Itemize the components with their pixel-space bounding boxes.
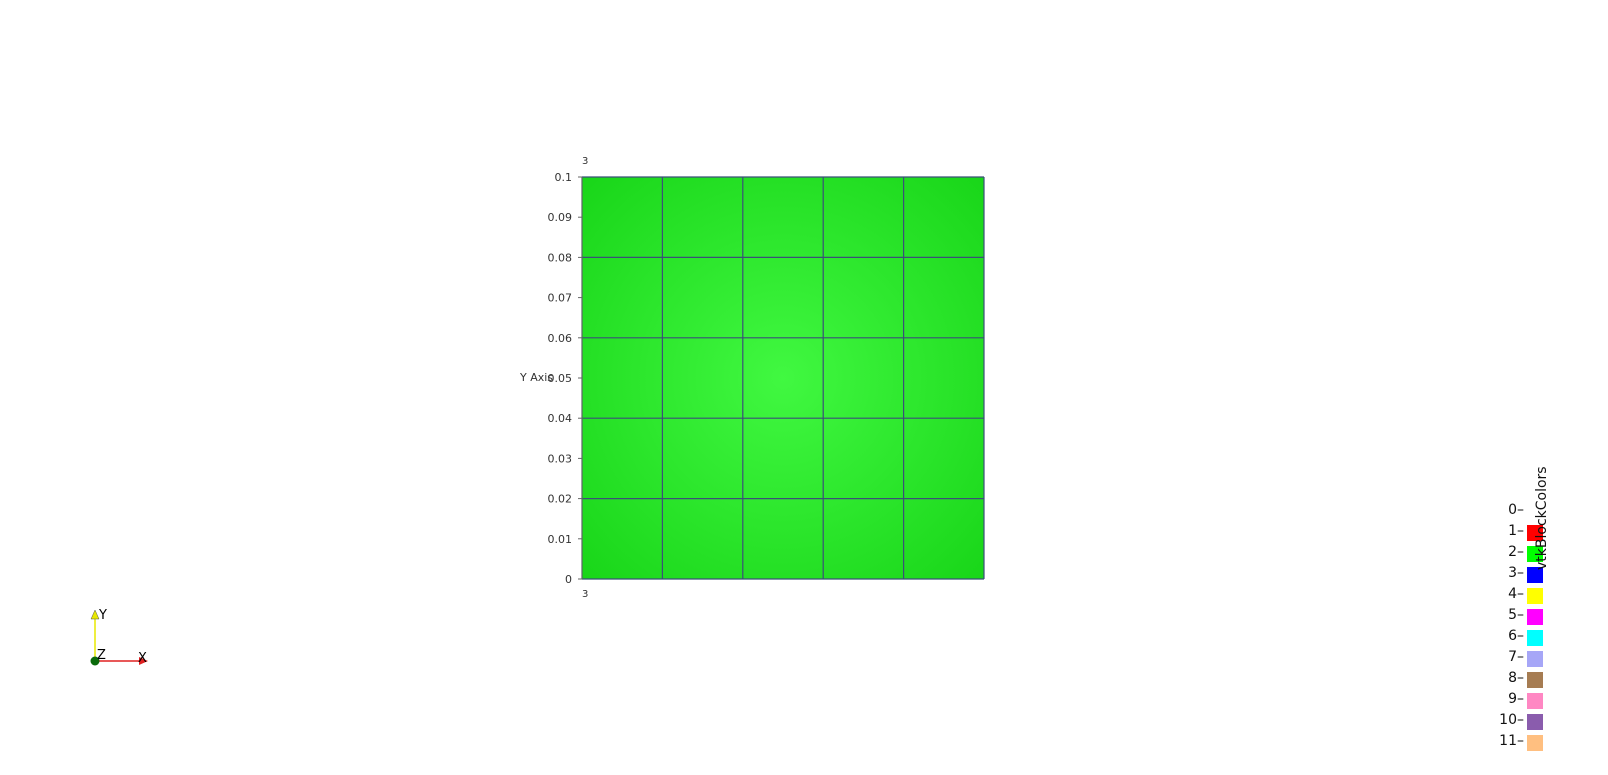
legend-entry: 7– [1508,647,1544,668]
legend-entry: 8– [1508,668,1544,689]
y-tick-label: 0.07 [548,292,573,305]
legend-entry-label: 6– [1508,628,1524,644]
corner-label-top: 3 [582,156,588,167]
legend-color-swatch [1527,588,1543,604]
y-axis-ticks: 0 0.01 0.02 0.03 0.04 0.05 0.06 0.07 0.08 0.09 0.1 [548,171,582,586]
legend-entry: 11– [1499,731,1544,752]
legend-title: vtkBlockColors [1534,466,1550,570]
legend-entry: 3– [1508,563,1544,584]
triad-y-label: Y [98,608,107,623]
triad-x-arrowhead [139,657,148,665]
mesh-plane[interactable] [582,177,984,579]
triad-z-axis [90,656,100,666]
legend-entry: 4– [1508,584,1544,605]
legend-color-swatch [1527,567,1543,583]
triad-z-label: Z [97,648,106,663]
triad-x-label: X [138,651,147,666]
legend-entry-label: 11– [1499,733,1524,749]
legend-color-swatch [1527,525,1543,541]
orientation-triad[interactable]: Y Z X [90,608,149,666]
y-tick-label: 0.1 [555,171,573,184]
legend-color-swatch [1527,630,1543,646]
legend-entry-label: 9– [1508,691,1524,707]
mesh-grid-lines [581,176,985,580]
y-tick-label: 0.02 [548,493,573,506]
block-colors-legend: 0– 1– 2– 3– 4– 5– 6– 7– 8– 9– 10– 11– [1499,500,1608,775]
legend-entry: 10– [1499,710,1544,731]
y-tick-label: 0 [565,573,572,586]
y-tick-label: 0.03 [548,452,573,465]
legend-color-swatch [1527,735,1543,751]
legend-entry-label: 10– [1499,712,1524,728]
y-tick-label: 0.01 [548,533,573,546]
y-tick-label: 0.09 [548,211,573,224]
legend-color-swatch [1527,651,1543,667]
triad-y-arrowhead [90,609,100,620]
legend-entry-label: 1– [1508,523,1524,539]
corner-label-bottom: 3 [582,589,588,600]
y-tick-label: 0.06 [548,332,573,345]
legend-entry-label: 8– [1508,670,1524,686]
legend-entry: 0– [1508,500,1544,521]
legend-color-swatch [1527,609,1543,625]
legend-color-swatch [1527,693,1543,709]
legend-color-swatch [1527,714,1543,730]
legend-entry-label: 4– [1508,586,1524,602]
y-tick-label: 0.05 [548,372,573,385]
legend-entry-label: 5– [1508,607,1524,623]
legend-entry-label: 7– [1508,649,1524,665]
y-axis-title: Y Axis [519,371,553,384]
legend-entry: 6– [1508,626,1544,647]
legend-entry: 1– [1508,521,1544,542]
legend-entry-label: 3– [1508,565,1524,581]
legend-entry-label: 0– [1508,502,1524,518]
y-tick-label: 0.08 [548,251,573,264]
y-tick-label: 0.04 [548,412,573,425]
legend-entry-label: 2– [1508,544,1524,560]
legend-color-swatch [1527,672,1543,688]
legend-entry: 9– [1508,689,1544,710]
legend-color-swatch [1527,546,1543,562]
legend-entry: 5– [1508,605,1544,626]
legend-entry: 2– [1508,542,1544,563]
